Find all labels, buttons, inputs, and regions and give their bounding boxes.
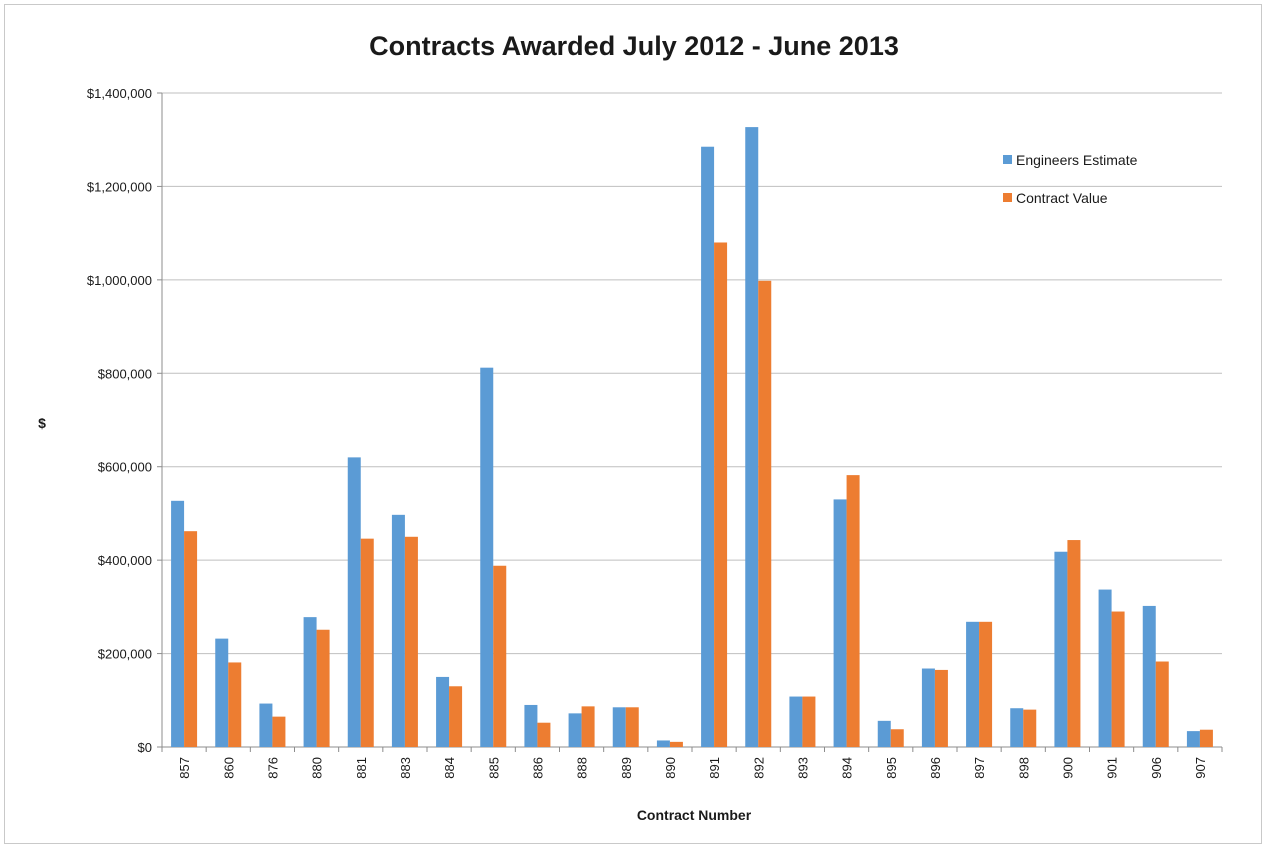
bar-contract-value-897 <box>979 621 993 747</box>
bar-contract-value-898 <box>1023 709 1037 747</box>
bar-engineers-estimate-881 <box>347 457 361 747</box>
x-tick-label: 900 <box>1060 757 1075 779</box>
bar-contract-value-860 <box>228 662 242 747</box>
x-tick-label: 895 <box>884 757 899 779</box>
bar-engineers-estimate-883 <box>391 514 405 747</box>
bar-engineers-estimate-890 <box>656 740 670 747</box>
bar-engineers-estimate-897 <box>966 621 980 747</box>
x-tick-label: 881 <box>354 757 369 779</box>
bar-contract-value-880 <box>316 629 330 747</box>
y-axis-ticks: $0 $200,000 $400,000 $600,000 $800,000 $1,000… <box>87 86 152 755</box>
chart-title: Contracts Awarded July 2012 - June 2013 <box>369 31 899 61</box>
legend-swatch <box>1003 155 1012 164</box>
bar-contract-value-886 <box>537 722 551 747</box>
bar-contract-value-885 <box>493 565 507 747</box>
bar-contract-value-876 <box>272 716 286 747</box>
x-tick-label: 893 <box>795 757 810 779</box>
bar-engineers-estimate-892 <box>745 127 759 747</box>
bar-engineers-estimate-860 <box>215 638 229 747</box>
bar-engineers-estimate-896 <box>921 668 935 747</box>
y-tick-label: $1,200,000 <box>87 179 152 194</box>
bar-contract-value-900 <box>1067 540 1081 747</box>
x-tick-label: 891 <box>707 757 722 779</box>
y-tick-label: $800,000 <box>98 366 152 381</box>
bar-contract-value-888 <box>581 706 595 747</box>
bar-contract-value-889 <box>625 707 639 747</box>
x-tick-label: 888 <box>575 757 590 779</box>
x-axis-label: Contract Number <box>637 807 752 823</box>
x-tick-label: 857 <box>177 757 192 779</box>
bar-engineers-estimate-901 <box>1098 589 1112 747</box>
bars <box>171 127 1213 747</box>
x-tick-label: 885 <box>486 757 501 779</box>
x-tick-label: 894 <box>840 757 855 779</box>
x-tick-label: 860 <box>221 757 236 779</box>
y-tick-label: $1,400,000 <box>87 86 152 101</box>
bar-contract-value-890 <box>669 741 683 747</box>
bar-engineers-estimate-889 <box>612 707 626 747</box>
bar-contract-value-901 <box>1111 611 1125 747</box>
bar-contract-value-883 <box>404 536 418 747</box>
x-tick-label: 883 <box>398 757 413 779</box>
bar-contract-value-892 <box>758 280 772 747</box>
x-tick-label: 884 <box>442 757 457 779</box>
x-axis-ticks: 857 860 876 880 881 883 884 885 886 888 889 890 891 8… <box>161 747 1223 779</box>
bar-contract-value-896 <box>934 669 948 747</box>
x-tick-label: 880 <box>310 757 325 779</box>
chart-frame <box>4 4 1262 844</box>
bar-engineers-estimate-880 <box>303 617 317 747</box>
x-tick-label: 889 <box>619 757 634 779</box>
bar-contract-value-893 <box>802 696 816 747</box>
y-tick-label: $1,000,000 <box>87 273 152 288</box>
bar-contract-value-891 <box>714 242 728 747</box>
x-tick-label: 901 <box>1105 757 1120 779</box>
bar-engineers-estimate-885 <box>480 367 494 747</box>
x-tick-label: 907 <box>1193 757 1208 779</box>
bar-engineers-estimate-900 <box>1054 551 1068 747</box>
bar-contract-value-906 <box>1155 661 1169 747</box>
bar-engineers-estimate-898 <box>1010 708 1024 747</box>
x-tick-label: 898 <box>1016 757 1031 779</box>
bar-engineers-estimate-894 <box>833 499 847 747</box>
legend-label: Engineers Estimate <box>1016 152 1138 168</box>
bar-engineers-estimate-906 <box>1142 605 1156 747</box>
bar-contract-value-907 <box>1199 729 1213 747</box>
bar-engineers-estimate-895 <box>877 720 891 747</box>
bar-engineers-estimate-876 <box>259 703 273 747</box>
x-tick-label: 896 <box>928 757 943 779</box>
bar-engineers-estimate-886 <box>524 704 538 747</box>
x-tick-label: 876 <box>265 757 280 779</box>
bar-engineers-estimate-891 <box>701 146 715 747</box>
bar-contract-value-857 <box>184 531 198 747</box>
y-tick-label: $0 <box>138 740 152 755</box>
y-axis-label: $ <box>38 415 46 431</box>
legend-label: Contract Value <box>1016 190 1108 206</box>
x-tick-label: 897 <box>972 757 987 779</box>
bar-engineers-estimate-888 <box>568 713 582 747</box>
y-tick-label: $400,000 <box>98 553 152 568</box>
x-tick-label: 890 <box>663 757 678 779</box>
y-tick-label: $600,000 <box>98 460 152 475</box>
legend: Engineers Estimate Contract Value <box>1003 152 1138 206</box>
legend-swatch <box>1003 193 1012 202</box>
bar-engineers-estimate-884 <box>436 676 450 747</box>
x-tick-label: 886 <box>530 757 545 779</box>
bar-engineers-estimate-893 <box>789 696 803 747</box>
bar-engineers-estimate-907 <box>1186 731 1200 747</box>
x-tick-label: 906 <box>1149 757 1164 779</box>
bar-contract-value-881 <box>360 538 374 747</box>
bar-contract-value-895 <box>890 729 904 747</box>
x-tick-label: 892 <box>751 757 766 779</box>
bar-contract-value-884 <box>449 686 463 747</box>
bar-engineers-estimate-857 <box>171 500 185 747</box>
bar-contract-value-894 <box>846 475 860 747</box>
y-tick-label: $200,000 <box>98 647 152 662</box>
